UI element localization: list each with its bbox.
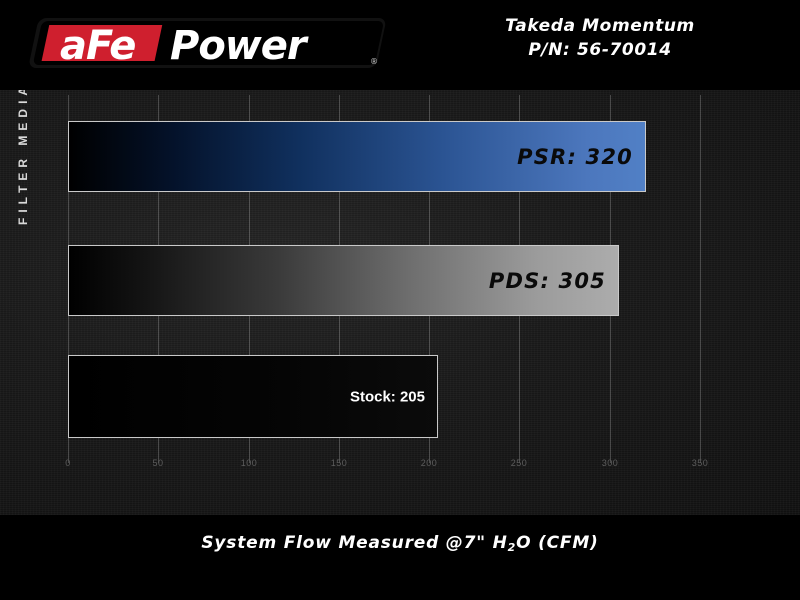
bar-stock: Stock: 205 <box>68 355 438 438</box>
plot-area: PSR: 320 PDS: 305 Stock: 205 <box>68 95 701 463</box>
bar-label-stock: Stock: 205 <box>349 388 425 405</box>
caption-subscript: 2 <box>507 541 517 554</box>
caption-background <box>0 515 800 600</box>
bar-pds: PDS: 305 <box>68 245 619 316</box>
bar-label-psr: PSR: 320 <box>517 144 633 169</box>
header-bar: aFe Power ® Takeda Momentum P/N: 56-7001… <box>0 0 800 90</box>
xtick-0: 0 <box>65 458 71 468</box>
chart-caption: System Flow Measured @7" H2O (CFM) <box>0 533 800 554</box>
svg-text:aFe: aFe <box>60 23 135 69</box>
product-name: Takeda Momentum <box>505 16 695 36</box>
bar-psr: PSR: 320 <box>68 121 646 192</box>
xtick-350: 350 <box>691 458 709 468</box>
svg-text:®: ® <box>370 57 378 66</box>
xtick-100: 100 <box>240 458 258 468</box>
svg-text:Power: Power <box>170 23 309 69</box>
caption-suffix: O (CFM) <box>516 533 599 553</box>
part-number: P/N: 56-70014 <box>528 40 672 60</box>
xtick-300: 300 <box>601 458 619 468</box>
xtick-200: 200 <box>420 458 438 468</box>
bar-row-stock: Stock: 205 <box>68 355 700 438</box>
gridline-350 <box>700 95 701 463</box>
bar-row-pds: PDS: 305 <box>68 245 700 316</box>
bar-row-psr: PSR: 320 <box>68 121 700 192</box>
bar-label-pds: PDS: 305 <box>488 268 606 293</box>
product-title-block: Takeda Momentum P/N: 56-70014 <box>420 14 780 62</box>
xtick-250: 250 <box>510 458 528 468</box>
caption-prefix: System Flow Measured @7" H <box>201 533 508 553</box>
xtick-50: 50 <box>152 458 164 468</box>
x-axis-ticks: 0 50 100 150 200 250 300 350 <box>65 458 708 478</box>
afe-power-logo: aFe Power ® <box>18 12 388 74</box>
xtick-150: 150 <box>330 458 348 468</box>
